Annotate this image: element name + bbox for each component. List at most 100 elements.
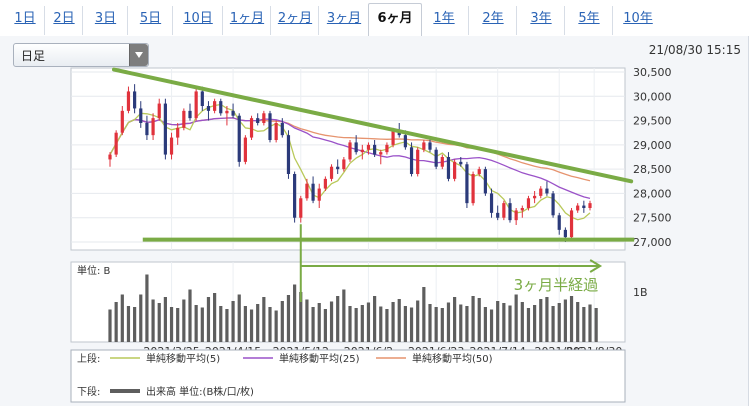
- candle-body: [213, 101, 217, 111]
- legend-ma50-label: 単純移動平均(50): [412, 352, 493, 365]
- duration-annotation: 3ヶ月半経過: [514, 276, 599, 294]
- tab-8[interactable]: 3ヶ月: [318, 6, 369, 35]
- volume-bar: [286, 295, 291, 342]
- volume-bar: [225, 309, 229, 342]
- candle-body: [139, 108, 143, 123]
- volume-bar: [317, 303, 321, 342]
- candle-body: [434, 149, 438, 167]
- volume-bar: [459, 304, 463, 342]
- candle-body: [286, 135, 291, 174]
- legend-volume-swatch: [110, 389, 140, 393]
- volume-bar: [496, 301, 500, 342]
- tab-7[interactable]: 2ヶ月: [270, 6, 319, 35]
- volume-bar: [305, 299, 309, 342]
- volume-bar: [280, 301, 284, 342]
- volume-bar: [385, 309, 389, 342]
- legend-volume-label: 出来高 単位:(B株/口/枚): [146, 385, 254, 398]
- period-select[interactable]: 日足: [13, 43, 149, 67]
- candle-body: [477, 169, 481, 174]
- volume-bar: [311, 307, 315, 342]
- candle-body: [533, 195, 537, 199]
- volume-bar: [219, 306, 223, 342]
- candle-body: [539, 188, 543, 196]
- price-tick-label: 29,500: [633, 115, 672, 128]
- candle-body: [114, 132, 118, 155]
- tab-3[interactable]: 3日: [82, 6, 128, 35]
- arrow-head-icon: [589, 259, 603, 273]
- volume-bar: [151, 299, 155, 342]
- tab-2[interactable]: 2日: [44, 6, 83, 35]
- volume-bar: [373, 296, 377, 342]
- candle-body: [422, 142, 426, 150]
- volume-bar: [489, 309, 494, 342]
- volume-bar: [379, 306, 383, 342]
- volume-bar: [176, 308, 180, 342]
- candle-body: [385, 144, 389, 153]
- timestamp: 21/08/30 15:15: [648, 43, 741, 57]
- candle-body: [256, 118, 260, 123]
- candle-body: [502, 203, 506, 218]
- volume-bar: [293, 284, 297, 342]
- candle-body: [176, 127, 180, 138]
- candle-body: [440, 157, 444, 167]
- tab-12[interactable]: 3年: [516, 6, 565, 35]
- candle-body: [563, 229, 567, 238]
- resistance-trendline: [112, 67, 634, 184]
- legend-ma5-label: 単純移動平均(5): [146, 352, 220, 365]
- candle-body: [311, 183, 315, 201]
- candle-body: [391, 130, 395, 145]
- volume-bar: [471, 296, 475, 342]
- volume-bar: [446, 302, 451, 342]
- volume-bar: [520, 302, 524, 342]
- candle-body: [465, 164, 469, 204]
- volume-bar: [133, 307, 137, 342]
- candle-body: [483, 169, 487, 194]
- volume-bar: [514, 294, 518, 342]
- candle-body: [428, 142, 432, 150]
- candle-body: [520, 208, 524, 211]
- tab-10[interactable]: 1年: [433, 11, 455, 26]
- candle-body: [262, 113, 266, 123]
- volume-bar: [526, 308, 531, 342]
- volume-bar: [563, 299, 567, 342]
- candle-body: [576, 205, 580, 211]
- candle-body: [268, 113, 272, 140]
- candle-body: [379, 152, 383, 155]
- tab-11[interactable]: 2年: [468, 6, 517, 35]
- period-select-value: 日足: [21, 49, 46, 63]
- volume-bar: [366, 302, 371, 342]
- tab-14[interactable]: 10年: [612, 6, 663, 35]
- candle-body: [526, 198, 531, 208]
- tab-5[interactable]: 10日: [172, 6, 223, 35]
- candle-body: [317, 188, 321, 201]
- legend-ma25-label: 単純移動平均(25): [279, 352, 360, 365]
- tab-13[interactable]: 5年: [564, 6, 613, 35]
- candle-body: [453, 161, 457, 179]
- chevron-down-icon[interactable]: [129, 44, 148, 66]
- candle-body: [219, 101, 223, 114]
- candle-body: [305, 183, 309, 199]
- volume-bar: [582, 307, 586, 342]
- tab-6[interactable]: 1ヶ月: [222, 6, 271, 35]
- volume-bar: [336, 296, 340, 342]
- tab-1[interactable]: 1日: [14, 11, 36, 26]
- volume-bar: [397, 299, 401, 342]
- price-tick-label: 29,000: [633, 139, 672, 152]
- candle-body: [188, 110, 192, 119]
- candle-body: [151, 118, 155, 136]
- volume-bar: [157, 303, 161, 342]
- volume-bar: [428, 304, 432, 342]
- volume-bar: [440, 308, 444, 342]
- volume-bar: [213, 293, 217, 342]
- price-tick-label: 30,000: [633, 90, 672, 103]
- candle-body: [329, 166, 334, 179]
- tab-4[interactable]: 5日: [127, 6, 173, 35]
- volume-bar: [594, 308, 598, 342]
- candle-body: [182, 110, 186, 128]
- volume-bar: [354, 308, 358, 342]
- candle-body: [133, 91, 137, 109]
- price-tick-label: 30,500: [633, 66, 672, 79]
- candle-body: [108, 154, 112, 160]
- volume-bar: [323, 309, 327, 342]
- volume-bar: [403, 306, 407, 342]
